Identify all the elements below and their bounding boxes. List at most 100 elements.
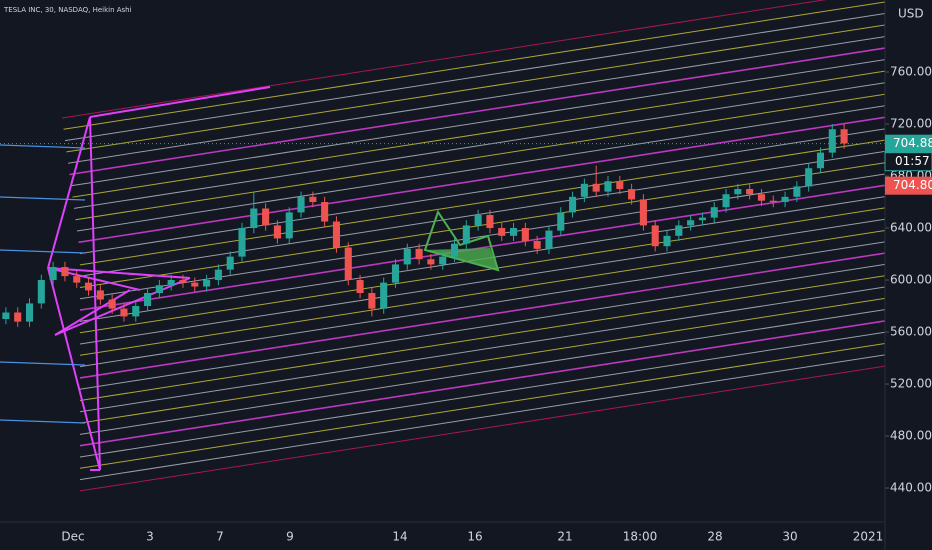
- chart-title: TESLA INC, 30, NASDAQ, Heikin Ashi: [3, 6, 132, 14]
- y-tick-label: 640.00: [890, 221, 932, 235]
- channel-line: [61, 0, 827, 119]
- candle-body: [486, 215, 494, 229]
- candle-body: [746, 189, 754, 195]
- pitchfork-line: [89, 86, 271, 118]
- channel-line: [79, 150, 885, 277]
- candle-body: [356, 280, 364, 294]
- candle-body: [321, 202, 329, 222]
- x-tick-label: 21: [557, 530, 572, 544]
- channel-line: [79, 365, 885, 492]
- x-tick-label: 28: [707, 530, 722, 544]
- x-tick-label: 9: [286, 530, 294, 544]
- candle-body: [698, 217, 706, 221]
- candle-body: [49, 267, 57, 281]
- x-tick-label: 18:00: [623, 530, 658, 544]
- candle-body: [108, 299, 116, 309]
- candle-body: [167, 280, 175, 286]
- candle-body: [380, 282, 388, 309]
- candle-body: [604, 181, 612, 192]
- candle-body: [722, 194, 730, 208]
- candle-body: [14, 312, 22, 322]
- candle-body: [403, 248, 411, 265]
- candle-body: [144, 293, 152, 307]
- channel-line: [78, 116, 885, 244]
- candle-body: [391, 264, 400, 283]
- candle-body: [226, 256, 234, 270]
- candle-body: [781, 196, 789, 203]
- channel-line: [79, 207, 885, 334]
- candle-body: [96, 290, 104, 300]
- channel-line: [66, 24, 885, 153]
- level-line: [0, 361, 86, 366]
- channel-line: [73, 82, 885, 209]
- level-line: [0, 249, 86, 254]
- x-tick-label: 7: [216, 530, 224, 544]
- channel-line: [79, 162, 885, 288]
- candle-body: [533, 241, 541, 249]
- candle-body: [510, 228, 518, 236]
- candle-body: [132, 306, 140, 317]
- y-tick-label: 760.00: [890, 65, 932, 79]
- pattern-line: [54, 289, 131, 336]
- channel-line: [79, 331, 885, 458]
- candle-body: [344, 247, 352, 281]
- candle-body: [592, 183, 600, 192]
- candle-body: [828, 129, 836, 153]
- candle-body: [332, 221, 340, 248]
- pattern-line: [47, 267, 191, 279]
- x-tick-label: 3: [146, 530, 154, 544]
- y-tick-label: 480.00: [890, 429, 932, 443]
- candle-body: [580, 183, 588, 197]
- level-line: [0, 196, 86, 201]
- candle-body: [203, 280, 211, 287]
- candle-body: [427, 259, 435, 265]
- candle-body: [37, 280, 45, 304]
- drawings: [0, 0, 885, 492]
- axes: 440.00480.00520.00560.00600.00640.00680.…: [61, 65, 932, 544]
- candle-body: [297, 196, 305, 213]
- candle-body: [710, 207, 718, 218]
- countdown-label: 01:57: [895, 154, 930, 168]
- candle-body: [262, 208, 270, 226]
- channel-line: [76, 105, 885, 232]
- candle-body: [651, 225, 659, 247]
- channel-line: [79, 354, 885, 481]
- countdown-tag: [884, 152, 932, 172]
- candle-body: [273, 225, 281, 239]
- candle-body: [639, 199, 647, 226]
- candle-body: [214, 269, 222, 281]
- channel-line: [79, 286, 885, 413]
- pitchfork-line: [89, 116, 101, 471]
- candle-body: [2, 312, 10, 320]
- price-tag: [885, 176, 932, 195]
- channel-line: [79, 139, 885, 266]
- channel-line: [79, 128, 885, 255]
- x-tick-label: Dec: [61, 530, 84, 544]
- candle-body: [120, 308, 128, 317]
- x-tick-label: 30: [782, 530, 797, 544]
- y-tick-label: 560.00: [890, 325, 932, 339]
- x-tick-label: 2021: [853, 530, 884, 544]
- candle-body: [816, 152, 825, 169]
- channel-line: [79, 343, 885, 469]
- candle-body: [309, 196, 317, 203]
- y-tick-label: 520.00: [890, 377, 932, 391]
- candle-body: [628, 189, 636, 200]
- channel-line: [79, 297, 885, 424]
- channel-line: [79, 173, 885, 300]
- candle-body: [498, 228, 506, 236]
- candle-body: [250, 208, 258, 229]
- candles: [0, 124, 885, 327]
- channel-line: [79, 263, 885, 390]
- candle-body: [521, 228, 529, 242]
- candle-body: [557, 212, 565, 231]
- candle-body: [675, 225, 683, 236]
- y-tick-label: 600.00: [890, 273, 932, 287]
- candle-body: [61, 267, 69, 277]
- candle-body: [616, 181, 624, 190]
- price-tag-label: 704.80: [893, 178, 932, 192]
- channel-line: [63, 1, 885, 130]
- channel-line: [64, 13, 885, 142]
- candle-body: [25, 303, 34, 322]
